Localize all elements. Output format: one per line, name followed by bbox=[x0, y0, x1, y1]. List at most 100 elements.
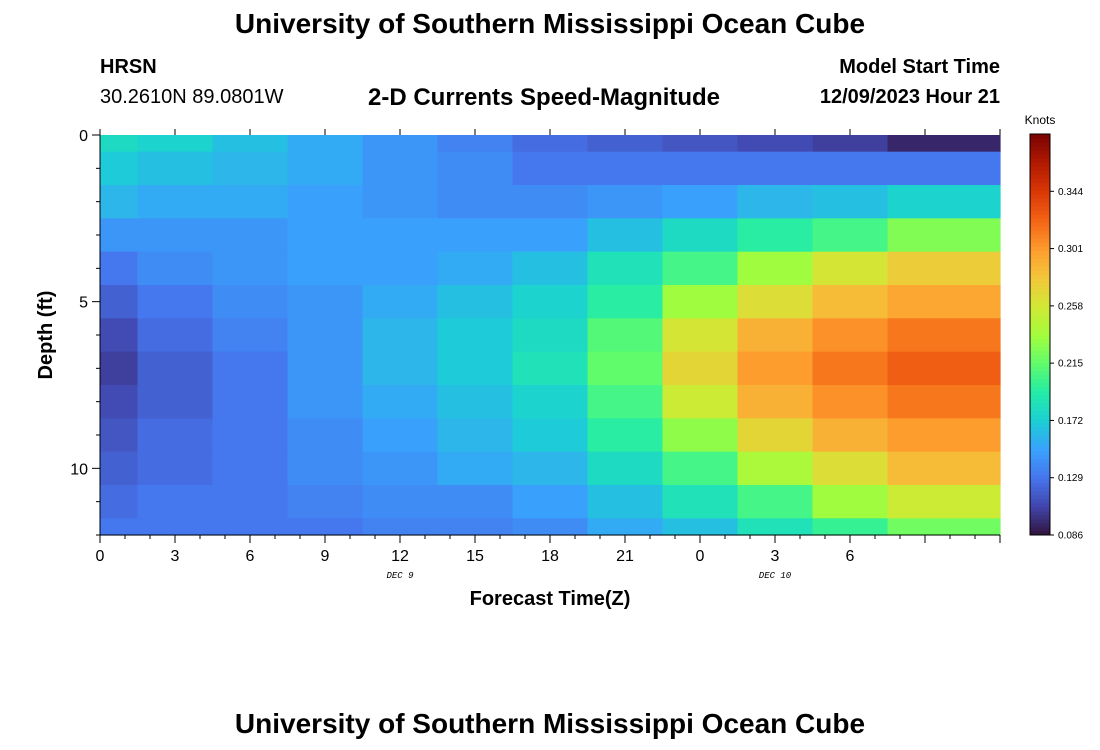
colorbar-segment bbox=[1030, 234, 1050, 239]
colorbar-segment bbox=[1030, 454, 1050, 460]
heatmap-cell bbox=[587, 351, 664, 386]
heatmap-cell bbox=[737, 151, 814, 186]
heatmap-cell bbox=[587, 135, 664, 153]
heatmap-cell bbox=[662, 151, 739, 186]
heatmap-cell bbox=[512, 351, 589, 386]
heatmap-cell bbox=[662, 485, 739, 519]
colorbar-tick-label: 0.258 bbox=[1058, 301, 1083, 312]
heatmap-cell bbox=[137, 318, 214, 353]
colorbar-segment bbox=[1030, 350, 1050, 356]
colorbar-segment bbox=[1030, 290, 1050, 295]
heatmap-cell bbox=[512, 385, 589, 419]
heatmap-cell bbox=[812, 135, 889, 153]
current-speed-heatmap: 0 3 6 9 12 15 18 21 0 3 6 DEC 9 DEC 10 Forecast Time(… bbox=[35, 113, 1083, 610]
heatmap-cell bbox=[437, 151, 514, 186]
heatmap-cell bbox=[887, 251, 1001, 286]
heatmap-cell bbox=[887, 485, 1001, 519]
colorbar-segment bbox=[1030, 414, 1050, 420]
colorbar-segment bbox=[1030, 326, 1050, 331]
heatmap-cell bbox=[437, 185, 514, 219]
heatmap-cell bbox=[212, 185, 289, 219]
heatmap-cell bbox=[737, 135, 814, 153]
colorbar-segment bbox=[1030, 270, 1050, 275]
heatmap-cell bbox=[737, 185, 814, 219]
colorbar-segment bbox=[1030, 438, 1050, 444]
heatmap-cell bbox=[362, 385, 439, 419]
colorbar-segment bbox=[1030, 346, 1050, 352]
station-coordinates: 30.2610N 89.0801W bbox=[100, 86, 284, 108]
heatmap-cell bbox=[587, 318, 664, 353]
heatmap-cell bbox=[437, 485, 514, 519]
heatmap-cell bbox=[662, 451, 739, 486]
heatmap-cell bbox=[212, 251, 289, 286]
colorbar-segment bbox=[1030, 354, 1050, 360]
heatmap-cell bbox=[737, 251, 814, 286]
heatmap-cell bbox=[437, 385, 514, 419]
heatmap-cell bbox=[812, 318, 889, 353]
heatmap-cell bbox=[512, 251, 589, 286]
heatmap-cell bbox=[812, 285, 889, 319]
heatmap-cell bbox=[662, 351, 739, 386]
colorbar-segment bbox=[1030, 422, 1050, 428]
colorbar-segment bbox=[1030, 334, 1050, 340]
colorbar-segment bbox=[1030, 410, 1050, 416]
colorbar-segment bbox=[1030, 154, 1050, 159]
heatmap-cell bbox=[662, 285, 739, 319]
colorbar-segment bbox=[1030, 194, 1050, 199]
heatmap-cell bbox=[212, 285, 289, 319]
colorbar-segment bbox=[1030, 446, 1050, 452]
heatmap-cell bbox=[737, 451, 814, 486]
heatmap-cell bbox=[287, 151, 364, 186]
colorbar-segment bbox=[1030, 478, 1050, 484]
heatmap-cell bbox=[437, 251, 514, 286]
heatmap-cell bbox=[362, 418, 439, 453]
colorbar-segment bbox=[1030, 522, 1050, 528]
colorbar-segment bbox=[1030, 374, 1050, 380]
colorbar-segment bbox=[1030, 186, 1050, 191]
heatmap-cell bbox=[100, 385, 139, 419]
heatmap-cell bbox=[812, 151, 889, 186]
colorbar-segment bbox=[1030, 510, 1050, 516]
x-axis-title: Forecast Time(Z) bbox=[470, 588, 631, 610]
heatmap-cell bbox=[137, 135, 214, 153]
heatmap-cell bbox=[512, 135, 589, 153]
colorbar-tick-label: 0.086 bbox=[1058, 531, 1083, 542]
heatmap-cell bbox=[437, 518, 514, 536]
heatmap-cell bbox=[887, 135, 1001, 153]
heatmap-cell bbox=[100, 518, 139, 536]
heatmap-cell bbox=[212, 318, 289, 353]
colorbar-segment bbox=[1030, 146, 1050, 151]
heatmap-cell bbox=[812, 218, 889, 253]
heatmap-cell bbox=[212, 135, 289, 153]
colorbar-segment bbox=[1030, 238, 1050, 243]
heatmap-cell bbox=[812, 185, 889, 219]
heatmap-cell bbox=[287, 518, 364, 536]
heatmap-cell bbox=[437, 451, 514, 486]
colorbar-segment bbox=[1030, 222, 1050, 227]
colorbar-segment bbox=[1030, 206, 1050, 211]
heatmap-cell bbox=[887, 185, 1001, 219]
heatmap-cell bbox=[437, 135, 514, 153]
date-label: DEC 9 bbox=[386, 571, 414, 581]
colorbar-segment bbox=[1030, 226, 1050, 231]
colorbar-segment bbox=[1030, 398, 1050, 404]
heatmap-cell bbox=[737, 485, 814, 519]
heatmap-cell bbox=[287, 135, 364, 153]
colorbar-segment bbox=[1030, 190, 1050, 195]
heatmap-cell bbox=[212, 351, 289, 386]
heatmap-cell bbox=[100, 218, 139, 253]
heatmap-cell bbox=[587, 451, 664, 486]
heatmap-cell bbox=[662, 318, 739, 353]
heatmap-cell bbox=[212, 451, 289, 486]
heatmap-cell bbox=[362, 151, 439, 186]
colorbar-segment bbox=[1030, 506, 1050, 512]
colorbar-segment bbox=[1030, 330, 1050, 335]
heatmap-cell bbox=[812, 351, 889, 386]
heatmap-cell bbox=[662, 185, 739, 219]
heatmap-cell bbox=[512, 518, 589, 536]
colorbar-segment bbox=[1030, 338, 1050, 344]
colorbar-segment bbox=[1030, 402, 1050, 408]
colorbar-segment bbox=[1030, 198, 1050, 203]
heatmap-cell bbox=[137, 285, 214, 319]
colorbar-segment bbox=[1030, 434, 1050, 440]
